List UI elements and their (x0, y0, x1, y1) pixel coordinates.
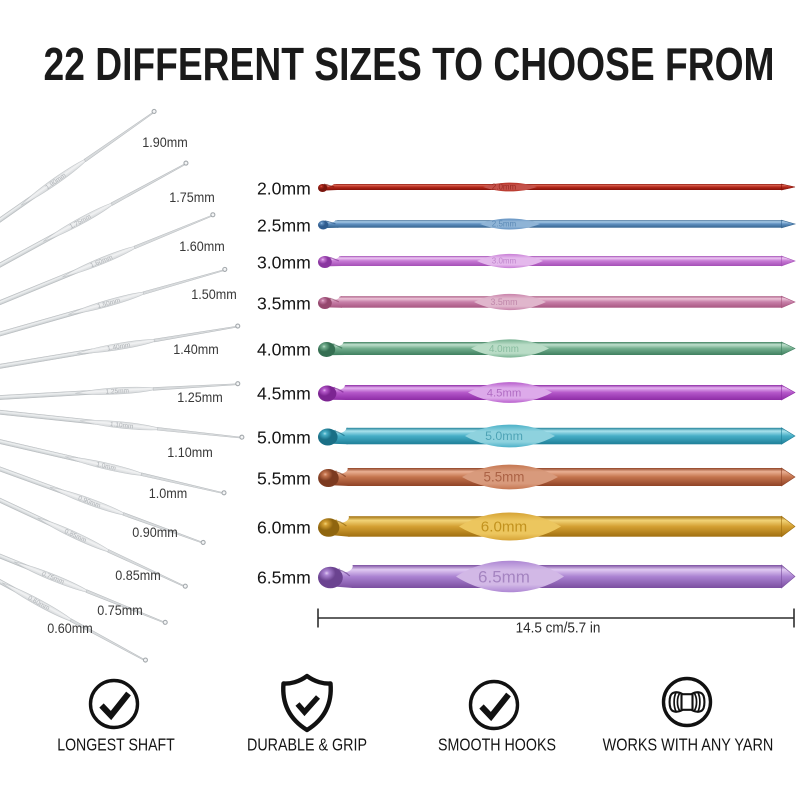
svg-text:1.90mm: 1.90mm (44, 172, 67, 191)
svg-text:0.60mm: 0.60mm (27, 595, 51, 612)
svg-text:1.0mm: 1.0mm (96, 461, 117, 472)
svg-text:1.25mm: 1.25mm (105, 387, 129, 395)
svg-text:5.0mm: 5.0mm (485, 429, 523, 443)
svg-text:6.0mm: 6.0mm (481, 519, 527, 536)
svg-text:6.5mm: 6.5mm (478, 567, 530, 586)
svg-text:0.75mm: 0.75mm (41, 571, 65, 586)
svg-text:0.90mm: 0.90mm (77, 495, 101, 510)
svg-text:1.10mm: 1.10mm (110, 421, 134, 430)
svg-text:3.0mm: 3.0mm (492, 257, 517, 266)
svg-text:2.5mm: 2.5mm (492, 220, 517, 229)
svg-text:0.85mm: 0.85mm (63, 528, 87, 544)
svg-text:4.5mm: 4.5mm (487, 387, 522, 399)
svg-text:1.60mm: 1.60mm (89, 254, 113, 269)
svg-text:2.0mm: 2.0mm (492, 183, 517, 192)
svg-text:1.75mm: 1.75mm (68, 213, 92, 230)
svg-text:4.0mm: 4.0mm (489, 344, 519, 355)
svg-text:1.40mm: 1.40mm (107, 342, 131, 353)
svg-text:3.5mm: 3.5mm (491, 297, 518, 307)
svg-text:1.50mm: 1.50mm (97, 297, 122, 310)
svg-text:5.5mm: 5.5mm (484, 470, 525, 485)
